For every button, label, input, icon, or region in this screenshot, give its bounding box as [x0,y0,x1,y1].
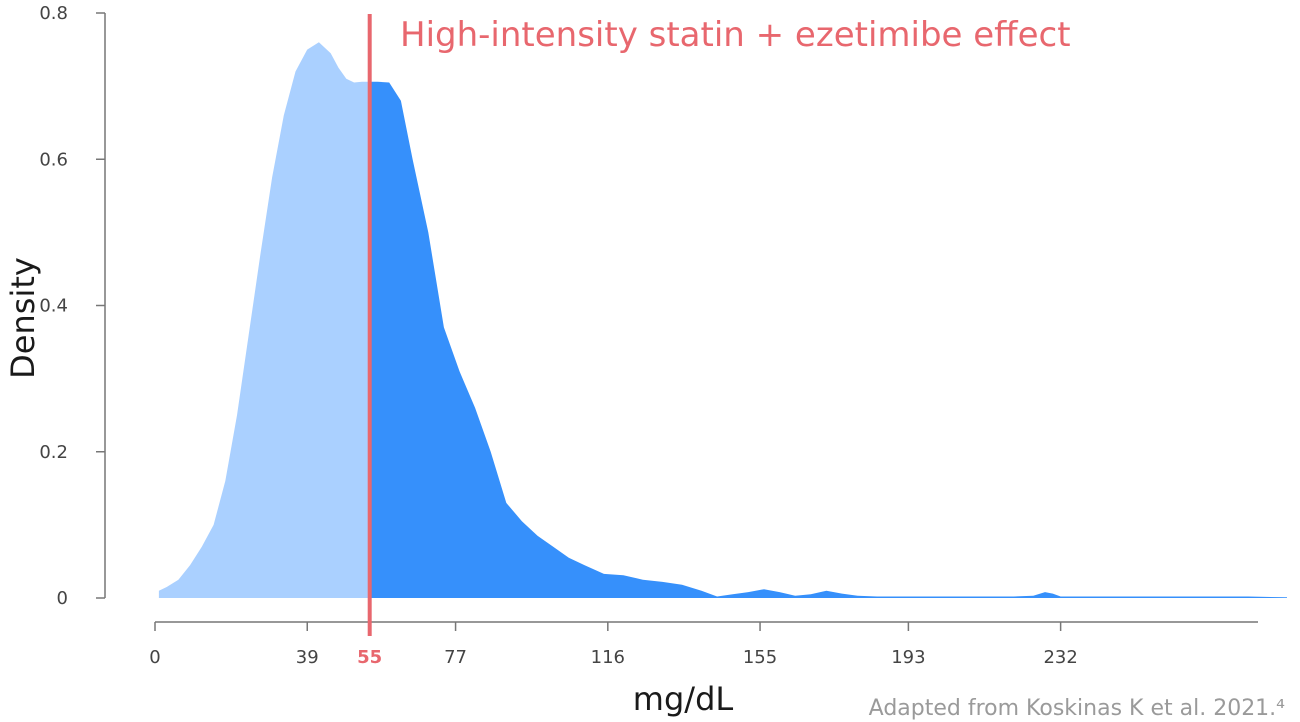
density-area-above-threshold [369,81,1287,598]
reference-tick-label: 55 [357,647,382,668]
axes: 0 0.2 0.4 0.6 0.8 0 39 77 116 155 193 232 [39,3,1258,668]
x-tick-label: 116 [591,647,625,668]
x-axis-title: mg/dL [633,680,734,718]
y-tick-label: 0.2 [39,442,68,463]
y-tick-label: 0.6 [39,149,68,170]
density-fills [158,42,1287,599]
y-axis-title: Density [4,257,42,379]
x-tick-label: 232 [1043,647,1077,668]
source-note: Adapted from Koskinas K et al. 2021.⁴ [869,696,1286,721]
reference-line-group: High-intensity statin + ezetimibe effect… [357,14,1071,668]
x-tick-label: 0 [149,647,160,668]
y-tick-label: 0.8 [39,3,68,24]
y-tick-label: 0 [57,588,68,609]
density-area-below-threshold [158,42,370,599]
x-tick-label: 155 [743,647,777,668]
x-tick-label: 193 [891,647,925,668]
y-tick-label: 0.4 [39,296,68,317]
reference-line-label: High-intensity statin + ezetimibe effect [400,15,1071,55]
x-tick-label: 77 [444,647,467,668]
x-tick-label: 39 [296,647,319,668]
